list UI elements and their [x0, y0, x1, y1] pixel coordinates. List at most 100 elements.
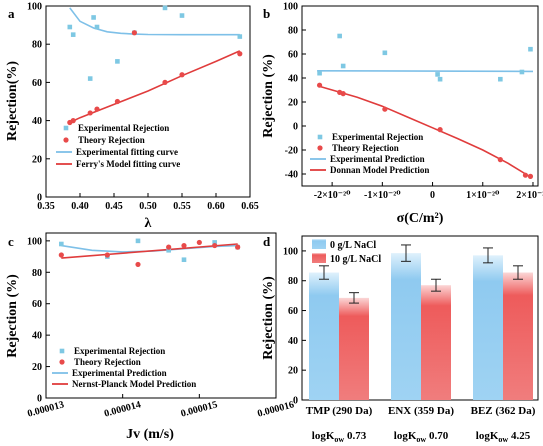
panel-a-series	[67, 5, 243, 126]
panel-a-grid-ticks: 0.35 0.40 0.45 0.50 0.55 0.60 0.65 0 20 40 60 80 100	[27, 2, 259, 213]
data-point-square	[382, 50, 388, 56]
panel-b-label: b	[263, 6, 270, 21]
data-point-square	[437, 76, 443, 82]
data-point-circle	[70, 118, 76, 124]
legend-label: 0 g/L NaCl	[330, 240, 376, 251]
legend-label: Experimental Rejection	[332, 132, 423, 142]
legend-label: 10 g/L NaCl	[330, 254, 381, 265]
x-tick-label: 0.35	[37, 201, 55, 212]
legend-label: Experimental Rejection	[74, 346, 165, 356]
legend-marker	[59, 348, 65, 354]
data-point-square	[528, 46, 533, 52]
panel-d-label: d	[263, 234, 271, 249]
x-tick-label: 0.65	[241, 201, 259, 212]
legend-marker	[317, 145, 323, 151]
y-tick-label: 100	[27, 236, 42, 247]
bar	[391, 253, 421, 400]
x-tick-label: 0	[430, 190, 435, 201]
series-line	[317, 70, 534, 73]
legend-label: Experimental Prediction	[330, 154, 425, 164]
x-tick-label: 0.000016	[256, 399, 295, 419]
x-tick-label: 0.60	[207, 201, 225, 212]
panel-d-category-labels: TMP (290 Da) logKow 0.73 ENX (359 Da) logKo…	[306, 405, 536, 444]
y-tick-label: 40	[288, 336, 298, 347]
data-point-circle	[522, 172, 529, 178]
panel-c-series	[58, 238, 241, 268]
y-tick-label: 60	[32, 78, 42, 89]
y-tick-label: 0	[37, 193, 42, 204]
panel-d-series	[309, 244, 533, 400]
y-tick-label: 40	[32, 116, 42, 127]
y-tick-label: 20	[288, 366, 298, 377]
y-tick-label: 80	[288, 276, 298, 287]
panel-a-legend: Experimental Rejection Theory Rejection Ex…	[56, 123, 180, 169]
x-tick-label: 1×10⁻²⁰	[466, 190, 500, 201]
data-point-square	[87, 76, 93, 81]
data-point-square	[67, 24, 73, 30]
y-tick-label: 80	[32, 40, 42, 51]
category-logkow-label: logKow 0.73	[312, 430, 367, 444]
y-tick-label: 40	[32, 331, 42, 342]
data-point-circle	[235, 244, 241, 250]
data-point-square	[317, 70, 322, 76]
series-line	[69, 50, 241, 124]
legend-label: Experimental Prediction	[72, 368, 167, 378]
legend-label: Experimental Rejection	[78, 123, 169, 133]
legend-label: Experimental fitting curve	[76, 147, 178, 157]
panel-b-x-axis-label: σ(C/m²)	[397, 211, 444, 226]
data-point-circle	[114, 98, 120, 105]
panel-d: 0 20 40 60 80 100 d Rejection (%) TMP (290 Da…	[261, 234, 539, 444]
panel-b-y-axis-label: Rejection (%)	[261, 54, 276, 138]
x-tick-label: 0.000014	[103, 399, 142, 419]
legend-label: Theory Rejection	[332, 143, 399, 153]
x-tick-label: 0.000015	[180, 399, 219, 419]
y-tick-label: 40	[288, 74, 298, 85]
category-logkow-label: logKow 4.25	[476, 430, 531, 444]
y-tick-label: 60	[32, 299, 42, 310]
data-point-square	[135, 238, 141, 244]
panel-c: 0.000013 0.000014 0.000015 0.000016 0 20 40 60 8…	[5, 232, 295, 442]
y-tick-label: 20	[288, 98, 298, 109]
category-label: BEZ (362 Da)	[471, 405, 536, 417]
data-point-square	[340, 63, 346, 69]
panel-b-grid-ticks: -2×10⁻²⁰ -1×10⁻²⁰ 0 1×10⁻²⁰ 2×10⁻²⁰ -40 -20 0 20…	[283, 2, 543, 202]
panel-c-label: c	[8, 234, 14, 249]
x-tick-label: -2×10⁻²⁰	[314, 190, 351, 201]
data-point-square	[237, 34, 243, 39]
panel-a: 0.35 0.40 0.45 0.50 0.55 0.60 0.65 0 20 40 60 80 100…	[5, 2, 259, 232]
data-point-circle	[135, 261, 141, 268]
y-tick-label: -20	[285, 146, 298, 157]
data-point-square	[70, 32, 76, 37]
data-point-circle	[237, 51, 243, 57]
y-tick-label: 0	[37, 394, 42, 405]
legend-marker	[63, 137, 69, 143]
x-tick-label: 0.000013	[26, 399, 65, 419]
legend-label: Theory Rejection	[78, 135, 145, 145]
data-point-circle	[162, 79, 168, 85]
legend-label: Nernst-Planck Model Prediction	[72, 379, 196, 389]
y-tick-label: 100	[283, 246, 298, 257]
panel-b-frame	[301, 5, 539, 187]
data-point-circle	[497, 157, 503, 163]
data-point-circle	[212, 242, 218, 249]
panel-d-y-axis-label: Rejection (%)	[261, 276, 276, 360]
panel-d-legend: 0 g/L NaCl 10 g/L NaCl	[312, 239, 381, 265]
data-point-square	[162, 5, 168, 11]
data-point-circle	[166, 244, 172, 250]
data-point-circle	[196, 239, 202, 246]
x-tick-label: 2×10⁻²⁰	[516, 190, 543, 201]
data-point-square	[166, 247, 171, 253]
data-point-square	[498, 76, 503, 82]
data-point-square	[94, 24, 100, 30]
panel-d-grid-ticks: 0 20 40 60 80 100	[283, 246, 306, 407]
legend-marker	[63, 125, 69, 131]
legend-swatch	[312, 239, 326, 249]
data-point-circle	[179, 72, 185, 78]
data-point-circle	[382, 106, 388, 112]
panel-b-series	[316, 33, 534, 179]
x-tick-label: -1×10⁻²⁰	[364, 190, 401, 201]
data-point-circle	[316, 82, 323, 88]
panel-c-y-axis-label: Rejection (%)	[5, 274, 20, 358]
